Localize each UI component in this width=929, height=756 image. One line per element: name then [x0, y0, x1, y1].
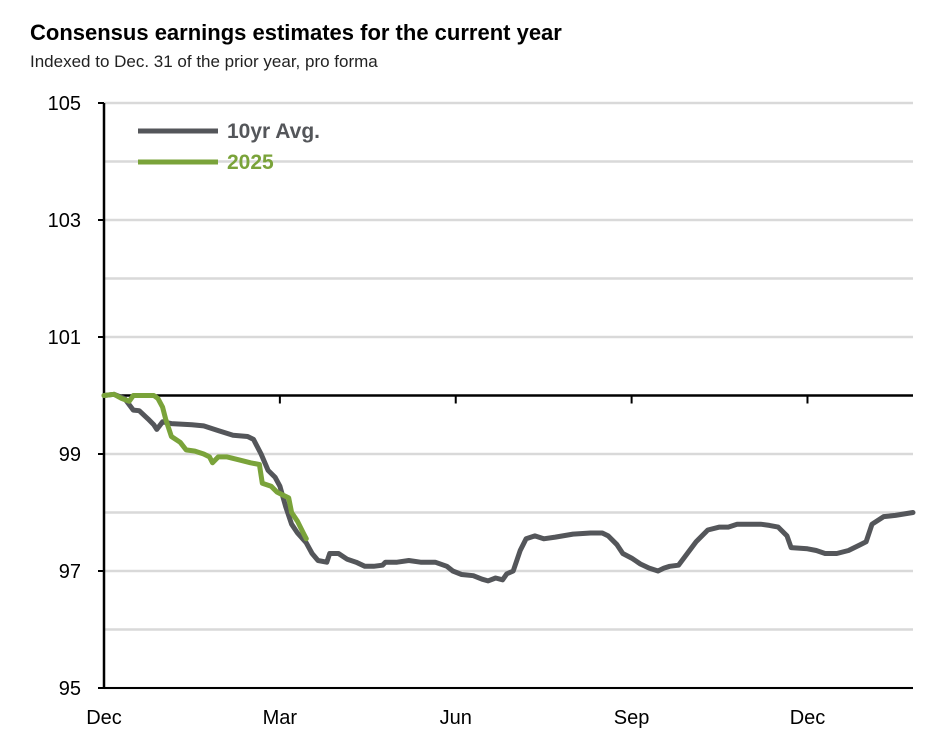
- y-tick-label: 95: [59, 678, 81, 700]
- x-tick-label: Jun: [440, 707, 472, 729]
- chart-title: Consensus earnings estimates for the cur…: [30, 20, 562, 45]
- y-tick-label: 103: [48, 210, 81, 232]
- x-tick-label: Dec: [790, 707, 826, 729]
- y-axis: 105 103 101 99 97 95: [48, 93, 106, 700]
- series-line: [101, 391, 916, 584]
- series-line: [101, 391, 309, 542]
- x-tick-label: Mar: [263, 707, 298, 729]
- x-tick-label: Dec: [86, 707, 122, 729]
- chart-subtitle: Indexed to Dec. 31 of the prior year, pr…: [30, 52, 378, 71]
- legend: 10yr Avg. 2025: [138, 120, 320, 174]
- y-tick-label: 105: [48, 93, 81, 115]
- series-lines: [101, 391, 916, 584]
- y-tick-label: 101: [48, 327, 81, 349]
- legend-label: 10yr Avg.: [227, 120, 320, 143]
- legend-label: 2025: [227, 151, 274, 174]
- y-tick-label: 97: [59, 561, 81, 583]
- y-tick-label: 99: [59, 444, 81, 466]
- x-axis: Dec Mar Jun Sep Dec: [86, 394, 913, 729]
- x-tick-label: Sep: [614, 707, 650, 729]
